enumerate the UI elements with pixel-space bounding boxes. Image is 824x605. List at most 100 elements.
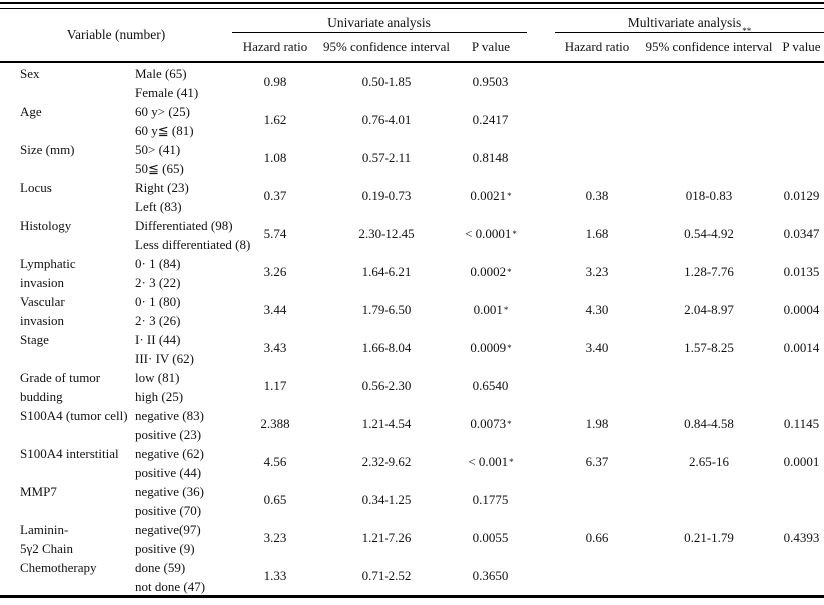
variable-line-1: Lymphatic — [20, 256, 76, 271]
univariate-p-value: 0.1775 — [472, 492, 509, 507]
multivariate-confidence-interval-cell: 0.54-4.92 — [684, 226, 734, 241]
univariate-p-value-cell: 0.0021 * — [470, 188, 512, 203]
table-row: Chemotherapy done (59) not done (47) 1.3… — [0, 557, 824, 595]
variable-cell: Chemotherapy — [0, 557, 135, 578]
variable-line-1: Chemotherapy — [20, 560, 97, 575]
multivariate-confidence-interval-cell: 0.84-4.58 — [684, 416, 734, 431]
univariate-p-value-cell: 0.0073 * — [470, 416, 512, 431]
univariate-confidence-interval-cell: 2.32-9.62 — [361, 454, 412, 469]
column-header-multivariate-p-value: P value — [782, 39, 821, 54]
category-cell: Right (23) Left (83) — [135, 177, 232, 216]
variable-line-1: Sex — [20, 66, 40, 81]
multivariate-confidence-interval-cell: 2.65-16 — [688, 454, 730, 469]
multivariate-hazard-ratio-cell — [555, 63, 639, 101]
table-row: Lymphatic invasion 0· 1 (84) 2· 3 (22) 3… — [0, 253, 824, 291]
category-line-2: 2· 3 (22) — [135, 274, 181, 290]
category-line-1: Differentiated (98) — [135, 218, 233, 233]
variable-cell: Lymphatic invasion — [0, 253, 135, 292]
univariate-p-value: 0.0009 — [470, 340, 507, 355]
category-line-2: positive (23) — [135, 426, 202, 442]
category-line-1: 60 y> (25) — [135, 104, 190, 119]
variable-line-2: 5γ2 Chain — [20, 540, 74, 556]
univariate-confidence-interval-cell: 0.76-4.01 — [361, 112, 412, 127]
table-row: MMP7 negative (36) positive (70) 0.65 0.… — [0, 481, 824, 519]
group-header-multivariate-label: Multivariate analysis — [627, 15, 742, 30]
table-row: Locus Right (23) Left (83) 0.37 0.19-0.7… — [0, 177, 824, 215]
table-row: Stage I· II (44) III· IV (62) 3.43 1.66-… — [0, 329, 824, 367]
variable-cell: Histology — [0, 215, 135, 236]
univariate-p-value-cell: 0.9503 — [455, 63, 527, 101]
univariate-p-value: < 0.001 — [468, 454, 509, 469]
univariate-p-value-cell: < 0.0001 * — [465, 226, 517, 241]
multivariate-confidence-interval-cell — [639, 367, 779, 405]
table-body: Sex Male (65) Female (41) 0.98 0.50-1.85… — [0, 63, 824, 595]
category-line-1: 50> (41) — [135, 142, 181, 157]
column-header-multivariate-hazard-ratio: Hazard ratio — [564, 39, 630, 54]
univariate-p-value: 0.3650 — [472, 568, 509, 583]
category-line-2: positive (9) — [135, 540, 195, 556]
variable-line-1: Size (mm) — [20, 142, 75, 157]
category-cell: Male (65) Female (41) — [135, 63, 232, 102]
variable-cell: Locus — [0, 177, 135, 198]
univariate-p-value: 0.2417 — [472, 112, 509, 127]
multivariate-p-value-cell: 0.0014 — [783, 340, 820, 355]
variable-line-1: S100A4 interstitial — [20, 446, 119, 461]
univariate-hazard-ratio-cell: 1.62 — [263, 112, 287, 127]
univariate-confidence-interval-cell: 0.57-2.11 — [361, 150, 412, 165]
multivariate-p-value-cell: 0.1145 — [783, 416, 820, 431]
variable-cell: MMP7 — [0, 481, 135, 502]
variable-cell: S100A4 interstitial — [0, 443, 135, 464]
univariate-confidence-interval-cell: 1.64-6.21 — [361, 264, 412, 279]
table-row: Size (mm) 50> (41) 50≦ (65) 1.08 0.57-2.… — [0, 139, 824, 177]
variable-line-2: budding — [20, 388, 63, 404]
multivariate-confidence-interval-cell — [639, 63, 779, 101]
multivariate-p-value-cell — [779, 481, 824, 519]
univariate-p-value-cell: 0.0009 * — [470, 340, 512, 355]
column-header-multivariate-confidence-interval: 95% confidence interval — [645, 39, 773, 54]
category-line-2: Left (83) — [135, 198, 182, 214]
multivariate-p-value-cell — [779, 139, 824, 177]
category-cell: 50> (41) 50≦ (65) — [135, 139, 232, 178]
univariate-p-value: 0.001 — [473, 302, 503, 317]
univariate-p-value-cell: 0.1775 — [455, 481, 527, 519]
univariate-hazard-ratio-cell: 0.65 — [263, 492, 287, 507]
category-line-1: Right (23) — [135, 180, 189, 195]
category-line-1: Male (65) — [135, 66, 187, 81]
univariate-confidence-interval-cell: 2.30-12.45 — [358, 226, 415, 241]
univariate-confidence-interval-cell: 0.56-2.30 — [361, 378, 412, 393]
univariate-p-value-cell: 0.0055 — [455, 519, 527, 557]
variable-line-1: S100A4 (tumor cell) — [20, 408, 128, 423]
table-row: Sex Male (65) Female (41) 0.98 0.50-1.85… — [0, 63, 824, 101]
column-header-univariate-confidence-interval: 95% confidence interval — [322, 39, 451, 54]
univariate-p-value-cell: 0.2417 — [455, 101, 527, 139]
univariate-p-value: < 0.0001 — [465, 226, 512, 241]
variable-line-1: MMP7 — [20, 484, 57, 499]
category-cell: I· II (44) III· IV (62) — [135, 329, 232, 368]
variable-line-1: Laminin- — [20, 522, 69, 537]
category-line-2: positive (44) — [135, 464, 202, 480]
variable-cell: Grade of tumor budding — [0, 367, 135, 406]
univariate-confidence-interval-cell: 1.21-4.54 — [361, 416, 412, 431]
multivariate-confidence-interval-cell — [639, 557, 779, 595]
table-row: Age 60 y> (25) 60 y≦ (81) 1.62 0.76-4.01… — [0, 101, 824, 139]
univariate-hazard-ratio-cell: 1.17 — [263, 378, 287, 393]
variable-cell: Size (mm) — [0, 139, 135, 160]
table-bottom-rule — [0, 595, 824, 598]
column-header-univariate-hazard-ratio: Hazard ratio — [242, 39, 308, 54]
multivariate-hazard-ratio-cell: 6.37 — [585, 454, 609, 469]
category-line-1: I· II (44) — [135, 332, 181, 347]
multivariate-confidence-interval-cell: 018-0.83 — [685, 188, 733, 203]
table-row: S100A4 (tumor cell) negative (83) positi… — [0, 405, 824, 443]
univariate-p-value-cell: 0.3650 — [455, 557, 527, 595]
category-cell: 0· 1 (84) 2· 3 (22) — [135, 253, 232, 292]
category-line-1: 0· 1 (80) — [135, 294, 181, 309]
multivariate-p-value-cell: 0.0129 — [783, 188, 820, 203]
multivariate-p-value-cell: 0.4393 — [783, 530, 820, 545]
category-line-1: negative (36) — [135, 484, 204, 499]
multivariate-confidence-interval-cell — [639, 101, 779, 139]
category-line-2: positive (70) — [135, 502, 202, 518]
univariate-confidence-interval-cell: 0.19-0.73 — [361, 188, 412, 203]
univariate-p-value: 0.8148 — [472, 150, 509, 165]
category-cell: low (81) high (25) — [135, 367, 232, 406]
